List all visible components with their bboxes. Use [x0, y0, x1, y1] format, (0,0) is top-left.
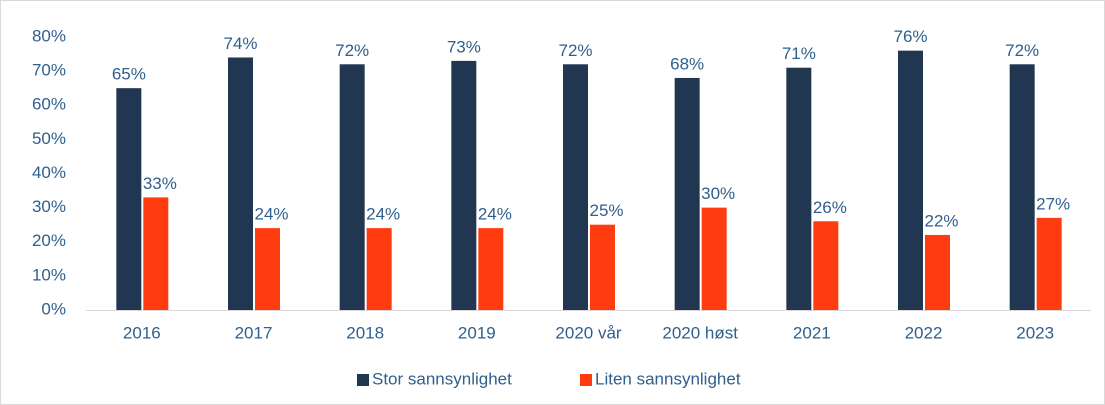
bar: [451, 60, 477, 311]
bar: [563, 64, 588, 310]
bar: [786, 67, 812, 311]
data-label: 72%: [1005, 41, 1039, 60]
y-tick-label: 20%: [32, 231, 66, 250]
x-tick-label: 2023: [1016, 323, 1054, 342]
data-label: 25%: [589, 201, 623, 220]
bar: [339, 64, 365, 310]
bar: [228, 57, 253, 310]
data-label: 22%: [924, 211, 958, 230]
data-label: 76%: [893, 27, 927, 46]
y-tick-label: 10%: [32, 265, 66, 284]
y-tick-label: 40%: [32, 163, 66, 182]
bar: [1009, 64, 1035, 310]
data-label: 73%: [447, 37, 481, 56]
data-label: 26%: [813, 198, 847, 217]
bar: [701, 207, 727, 310]
data-label: 27%: [1036, 194, 1070, 213]
x-tick-label: 2018: [346, 323, 384, 342]
y-tick-label: 50%: [32, 129, 66, 148]
bar: [143, 197, 169, 310]
bar: [366, 228, 392, 310]
bar: [255, 228, 280, 310]
bar: [1036, 217, 1062, 310]
x-tick-label: 2022: [905, 323, 943, 342]
x-tick-label: 2017: [235, 323, 273, 342]
x-tick-label: 2020 høst: [662, 323, 738, 342]
bar: [478, 228, 504, 310]
data-label: 72%: [558, 41, 592, 60]
bar: [116, 88, 142, 310]
data-label: 30%: [701, 184, 735, 203]
data-label: 72%: [335, 41, 369, 60]
bar: [898, 50, 923, 311]
legend-swatch: [357, 374, 369, 386]
data-label: 24%: [254, 205, 288, 224]
bar: [925, 234, 950, 310]
x-tick-label: 2020 vår: [555, 323, 621, 342]
y-tick-label: 60%: [32, 95, 66, 114]
y-tick-label: 30%: [32, 197, 66, 216]
x-tick-label: 2019: [458, 323, 496, 342]
legend-swatch: [580, 374, 592, 386]
legend-label: Stor sannsynlighet: [372, 369, 512, 388]
bar: [813, 221, 839, 310]
y-tick-label: 70%: [32, 61, 66, 80]
bar: [590, 224, 615, 310]
data-label: 71%: [782, 44, 816, 63]
legend-label: Liten sannsynlighet: [595, 369, 741, 388]
data-label: 68%: [670, 54, 704, 73]
y-tick-label: 0%: [41, 299, 66, 318]
x-tick-label: 2021: [793, 323, 831, 342]
y-tick-label: 80%: [32, 26, 66, 45]
data-label: 24%: [366, 205, 400, 224]
data-label: 65%: [112, 65, 146, 84]
x-tick-label: 2016: [123, 323, 161, 342]
data-label: 74%: [223, 34, 257, 53]
data-label: 24%: [478, 205, 512, 224]
bar: [674, 77, 700, 310]
data-label: 33%: [143, 174, 177, 193]
